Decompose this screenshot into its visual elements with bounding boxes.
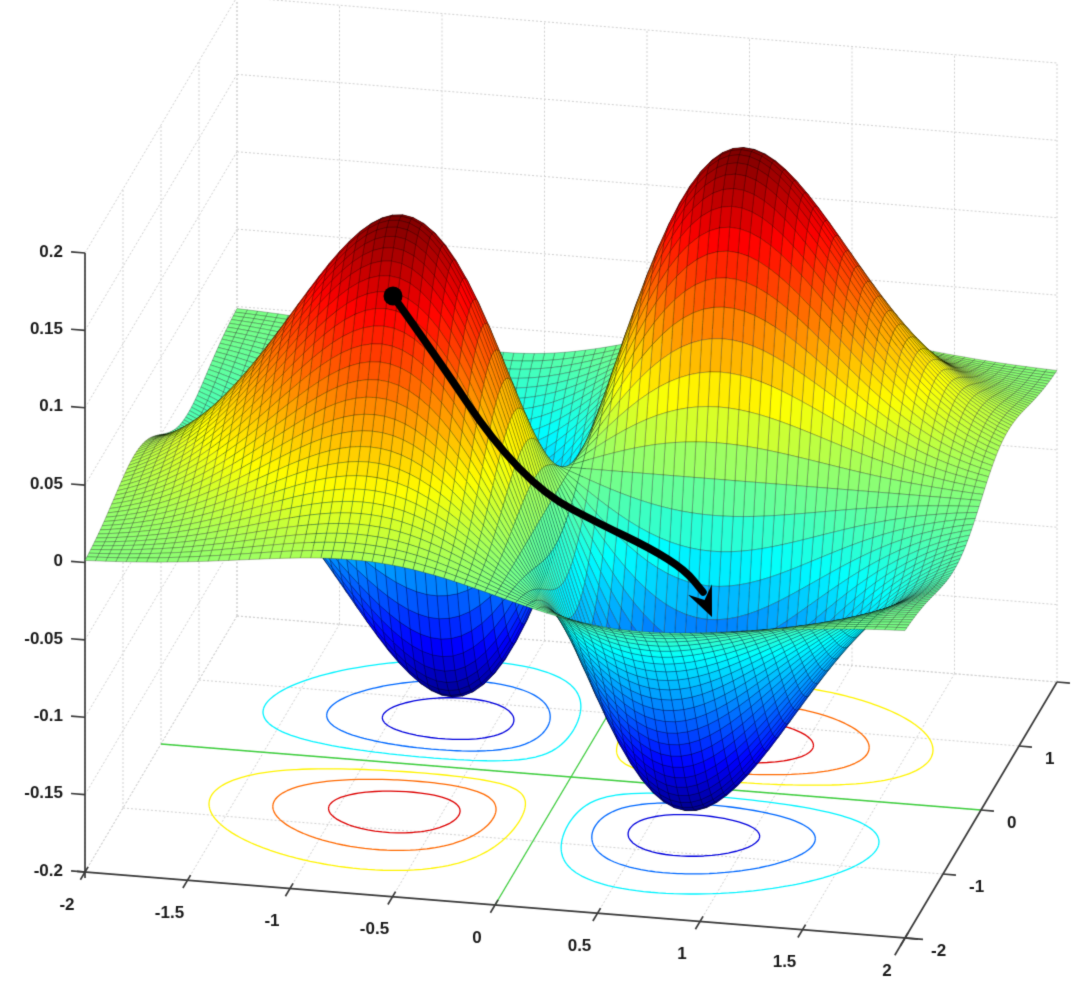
3d-surface-canvas	[0, 0, 1080, 1002]
surface-plot-figure	[0, 0, 1080, 1002]
